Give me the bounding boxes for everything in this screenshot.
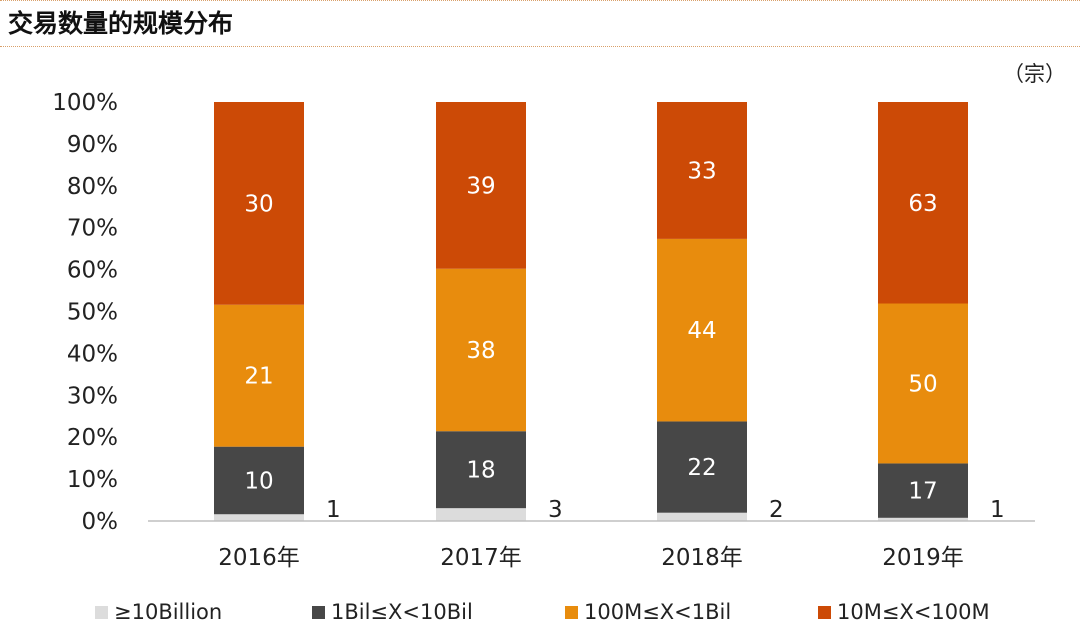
bar-segment [436,431,526,509]
data-label: 3 [548,497,563,523]
data-label: 22 [687,455,716,481]
y-tick-label: 80% [67,174,118,200]
y-tick-label: 50% [67,300,118,326]
data-label: 17 [908,479,937,505]
legend-label: 1Bil≤X<10Bil [331,600,473,624]
bar-segment [214,304,304,447]
bar-segment [657,238,747,422]
y-tick-label: 10% [67,467,118,493]
legend-item: 100M≤X<1Bil [565,600,731,624]
y-axis: 0% 10% 20% 30% 40% 50% 60% 70% 80% 90% 100% [52,90,118,535]
y-tick-label: 100% [52,90,118,116]
y-tick-label: 60% [67,258,118,284]
legend-label: 10M≤X<100M [837,600,990,624]
data-label: 1 [990,497,1005,523]
x-tick-label: 2017年 [440,545,522,571]
legend-item: 1Bil≤X<10Bil [312,600,473,624]
bar-segment [214,102,304,305]
y-tick-label: 30% [67,383,118,409]
y-tick-label: 90% [67,132,118,158]
legend-swatch [95,605,108,619]
x-tick-label: 2019年 [882,545,964,571]
bar-segment [878,303,968,464]
data-label: 21 [244,364,273,390]
bar-segment [878,463,968,518]
legend: ≥10Billion 1Bil≤X<10Bil 100M≤X<1Bil 10M≤X<1… [0,600,1080,627]
legend-swatch [565,605,578,619]
legend-swatch [818,605,831,619]
data-label: 30 [244,191,273,217]
bar-segment [436,508,526,521]
chart-title: 交易数量的规模分布 [8,9,234,38]
title-divider [0,46,1080,47]
y-tick-label: 0% [82,509,119,535]
bar-segment [436,268,526,432]
bar-segment [878,517,968,521]
x-tick-label: 2016年 [218,545,300,571]
data-label: 1 [326,497,341,523]
bar-segment [214,514,304,521]
legend-label: 100M≤X<1Bil [584,600,732,624]
data-label: 10 [244,468,273,494]
y-tick-label: 70% [67,216,118,242]
x-tick-label: 2018年 [661,545,743,571]
legend-label: ≥10Billion [114,600,223,624]
bar-segment [878,102,968,304]
top-border [0,0,1080,1]
unit-label: （宗） [1003,62,1066,86]
bar-segment [657,421,747,513]
y-tick-label: 40% [67,341,118,367]
legend-swatch [312,605,325,619]
data-label: 44 [687,318,716,344]
x-axis: 2016年 2017年 2018年 2019年 [148,520,1035,571]
legend-item: 10M≤X<100M [818,600,990,624]
bar-segment [436,102,526,269]
y-tick-label: 20% [67,425,118,451]
bar-segment [657,512,747,521]
data-label: 38 [466,338,495,364]
data-label: 2 [769,497,784,523]
legend-item: ≥10Billion [95,600,222,624]
bar-segment [214,446,304,515]
data-label: 39 [466,173,495,199]
data-label: 50 [908,371,937,397]
data-label: 63 [908,191,937,217]
bar-segment [657,102,747,239]
data-label: 33 [687,158,716,184]
data-label: 18 [466,458,495,484]
stacked-bar-chart: 0%10%20%30%40%50%60%70%80%90%100% 110213… [52,90,1035,571]
